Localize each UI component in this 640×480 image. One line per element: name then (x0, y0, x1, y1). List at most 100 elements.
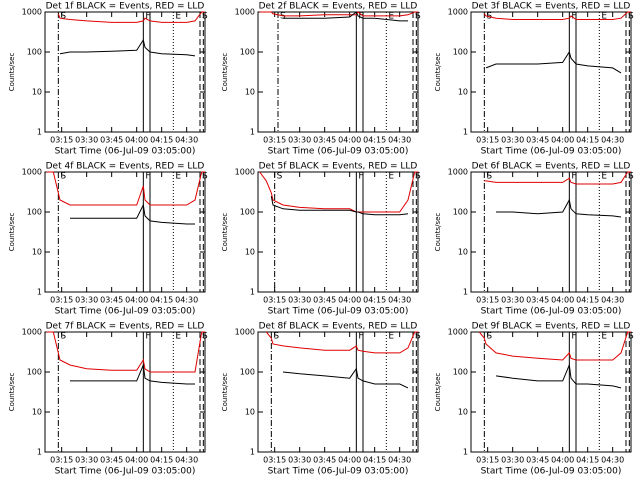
x-tick-label: 03:30 (288, 456, 311, 465)
plot-frame (257, 171, 419, 293)
x-tick-label: 04:15 (363, 296, 386, 305)
x-tick-label: 04:15 (363, 136, 386, 145)
x-tick-label: 04:00 (125, 456, 148, 465)
y-tick-label: 100 (240, 48, 255, 57)
chart-title: Det 7f BLACK = Events, RED = LLD (46, 322, 205, 332)
x-tick-label: 04:00 (338, 456, 361, 465)
event-marker-label: S (415, 172, 421, 182)
event-marker-label: S (60, 332, 66, 342)
event-marker-label: F (358, 172, 363, 182)
x-tick-label: 04:00 (551, 136, 574, 145)
event-marker-label: E (601, 332, 607, 342)
x-tick-label: 03:45 (313, 296, 336, 305)
x-tick-label: 04:15 (150, 456, 173, 465)
y-axis-label: Counts/sec (434, 213, 442, 252)
y-tick-label: 1000 (235, 168, 255, 177)
y-tick-label: 1 (37, 128, 42, 137)
y-tick-label: 1000 (22, 328, 42, 337)
x-tick-label: 03:30 (501, 136, 524, 145)
y-axis-label: Counts/sec (221, 373, 229, 412)
y-tick-label: 100 (453, 368, 468, 377)
x-tick-label: 03:30 (288, 296, 311, 305)
x-axis-label: Start Time (06-Jul-09 03:05:00) (481, 467, 622, 477)
y-tick-label: 100 (240, 368, 255, 377)
event-marker-label: S (202, 172, 208, 182)
y-tick-label: 1000 (448, 168, 468, 177)
event-marker-label: S (628, 12, 634, 22)
plot-frame (44, 11, 206, 133)
y-tick-label: 10 (245, 408, 255, 417)
x-tick-label: 04:00 (551, 456, 574, 465)
x-tick-label: 03:45 (313, 456, 336, 465)
y-tick-label: 1 (463, 128, 468, 137)
y-tick-label: 10 (458, 408, 468, 417)
y-axis-label: Counts/sec (221, 213, 229, 252)
plot-frame (257, 331, 419, 453)
x-tick-label: 04:15 (576, 296, 599, 305)
event-marker-label: S (415, 12, 421, 22)
event-marker-label: F (145, 12, 150, 22)
event-marker-label: E (601, 12, 607, 22)
x-tick-label: 04:00 (551, 296, 574, 305)
y-tick-label: 100 (453, 48, 468, 57)
series-line (46, 331, 205, 373)
event-marker-label: F (571, 12, 576, 22)
y-tick-label: 1000 (235, 8, 255, 17)
x-tick-label: 03:15 (50, 296, 73, 305)
series-line (70, 203, 195, 225)
x-tick-label: 04:15 (576, 136, 599, 145)
event-marker-label: S (277, 172, 283, 182)
x-tick-label: 04:30 (175, 296, 198, 305)
x-tick-label: 04:15 (150, 136, 173, 145)
series-line (495, 363, 622, 389)
x-axis-label: Start Time (06-Jul-09 03:05:00) (481, 147, 622, 157)
y-tick-label: 10 (32, 88, 42, 97)
event-marker-label: S (415, 332, 421, 342)
plot-frame (44, 171, 206, 293)
x-tick-label: 03:30 (501, 296, 524, 305)
series-line (270, 196, 409, 216)
chart-title: Det 9f BLACK = Events, RED = LLD (472, 322, 631, 332)
x-tick-label: 04:00 (125, 296, 148, 305)
x-tick-label: 04:30 (601, 296, 624, 305)
x-axis-label: Start Time (06-Jul-09 03:05:00) (268, 307, 409, 317)
x-axis-label: Start Time (06-Jul-09 03:05:00) (481, 307, 622, 317)
y-tick-label: 1 (250, 288, 255, 297)
x-tick-label: 03:45 (313, 136, 336, 145)
series-line (259, 171, 418, 213)
series-line (46, 171, 205, 206)
y-tick-label: 10 (32, 408, 42, 417)
series-line (59, 38, 196, 57)
event-marker-label: F (571, 332, 576, 342)
series-line (282, 367, 409, 389)
x-tick-label: 03:15 (50, 136, 73, 145)
y-tick-label: 10 (245, 88, 255, 97)
event-marker-label: S (273, 332, 279, 342)
x-tick-label: 04:15 (150, 296, 173, 305)
y-tick-label: 100 (453, 208, 468, 217)
x-tick-label: 04:15 (576, 456, 599, 465)
y-tick-label: 1 (250, 448, 255, 457)
x-tick-label: 04:30 (175, 456, 198, 465)
y-tick-label: 10 (458, 248, 468, 257)
event-marker-label: F (145, 172, 150, 182)
y-tick-label: 100 (27, 208, 42, 217)
event-marker-label: F (358, 332, 363, 342)
event-marker-label: S (280, 12, 286, 22)
x-axis-label: Start Time (06-Jul-09 03:05:00) (268, 467, 409, 477)
x-tick-label: 03:15 (263, 136, 286, 145)
x-tick-label: 03:45 (526, 456, 549, 465)
y-tick-label: 1000 (22, 8, 42, 17)
y-tick-label: 1000 (22, 168, 42, 177)
chart-title: Det 8f BLACK = Events, RED = LLD (259, 322, 418, 332)
x-tick-label: 03:15 (476, 136, 499, 145)
y-axis-label: Counts/sec (434, 53, 442, 92)
x-tick-label: 03:45 (526, 136, 549, 145)
y-axis-label: Counts/sec (8, 53, 16, 92)
x-tick-label: 03:30 (75, 136, 98, 145)
x-tick-label: 04:30 (388, 296, 411, 305)
y-tick-label: 1 (37, 288, 42, 297)
x-tick-label: 03:15 (476, 456, 499, 465)
x-tick-label: 04:00 (338, 136, 361, 145)
series-line (496, 198, 622, 218)
